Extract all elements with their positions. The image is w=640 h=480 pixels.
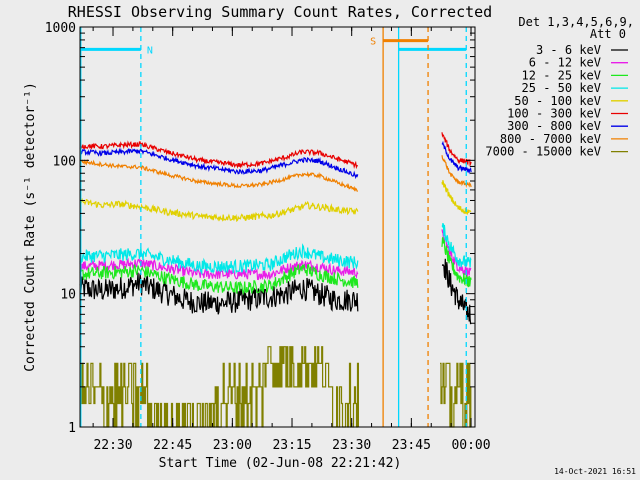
- series-25-50-kev: [79, 222, 472, 276]
- legend-header-attenuator: Att 0: [590, 27, 626, 41]
- series-trace-3-6-kev: [79, 272, 359, 315]
- y-tick-label: 1: [68, 421, 76, 436]
- series-layer: [79, 132, 472, 428]
- x-tick-label: 23:45: [392, 438, 431, 453]
- marker-layer: NS: [80, 27, 467, 427]
- legend-label: 25 - 50 keV: [522, 81, 601, 95]
- series-800-7000-kev: [80, 155, 472, 192]
- series-trace-300-800-kev: [441, 140, 472, 175]
- legend-label: 6 - 12 keV: [529, 56, 601, 70]
- x-tick-label: 23:00: [213, 438, 252, 453]
- y-tick-label: 100: [53, 154, 76, 169]
- series-trace-100-300-kev: [79, 140, 358, 170]
- series-trace-800-7000-kev: [441, 155, 472, 188]
- legend-label: 100 - 300 keV: [507, 107, 601, 121]
- series-50-100-kev: [79, 180, 472, 223]
- legend-label: 800 - 7000 keV: [500, 132, 601, 146]
- y-tick-label: 10: [60, 288, 76, 303]
- chart-title: RHESSI Observing Summary Count Rates, Co…: [68, 3, 492, 21]
- series-trace-800-7000-kev: [80, 158, 358, 192]
- marker-label: S: [370, 37, 376, 48]
- x-tick-label: 23:15: [272, 438, 311, 453]
- footer-timestamp: 14-Oct-2021 16:51: [554, 467, 636, 476]
- marker-label: N: [147, 45, 153, 56]
- series-300-800-kev: [79, 140, 472, 180]
- series-100-300-kev: [79, 132, 472, 170]
- legend-label: 12 - 25 keV: [522, 68, 601, 82]
- x-tick-label: 22:45: [153, 438, 192, 453]
- series-7000-15000-kev: [80, 346, 472, 428]
- legend-header-detectors: Det 1,3,4,5,6,9,: [518, 15, 634, 29]
- legend-label: 50 - 100 keV: [514, 94, 601, 108]
- x-tick-label: 22:30: [93, 438, 132, 453]
- series-trace-12-25-kev: [79, 263, 359, 296]
- axis-layer: 22:30 22:45 23:00 23:15 23:30 23:45 00:00 1 10 10…: [45, 21, 491, 453]
- plot-frame: [79, 26, 476, 428]
- legend-label: 3 - 6 keV: [536, 43, 601, 57]
- x-axis-label: Start Time (02-Jun-08 22:21:42): [159, 456, 402, 471]
- series-trace-300-800-kev: [79, 147, 359, 180]
- legend-label: 7000 - 15000 keV: [485, 145, 601, 159]
- x-tick-label: 23:30: [332, 438, 371, 453]
- series-trace-25-50-kev: [79, 243, 359, 276]
- series-trace-7000-15000-kev: [80, 346, 359, 428]
- series-trace-50-100-kev: [79, 197, 359, 223]
- y-tick-label: 1000: [45, 21, 76, 36]
- legend-label: 300 - 800 keV: [507, 119, 601, 133]
- x-tick-label: 00:00: [451, 438, 490, 453]
- y-axis-label: Corrected Count Rate (s⁻¹ detector⁻¹): [23, 82, 38, 372]
